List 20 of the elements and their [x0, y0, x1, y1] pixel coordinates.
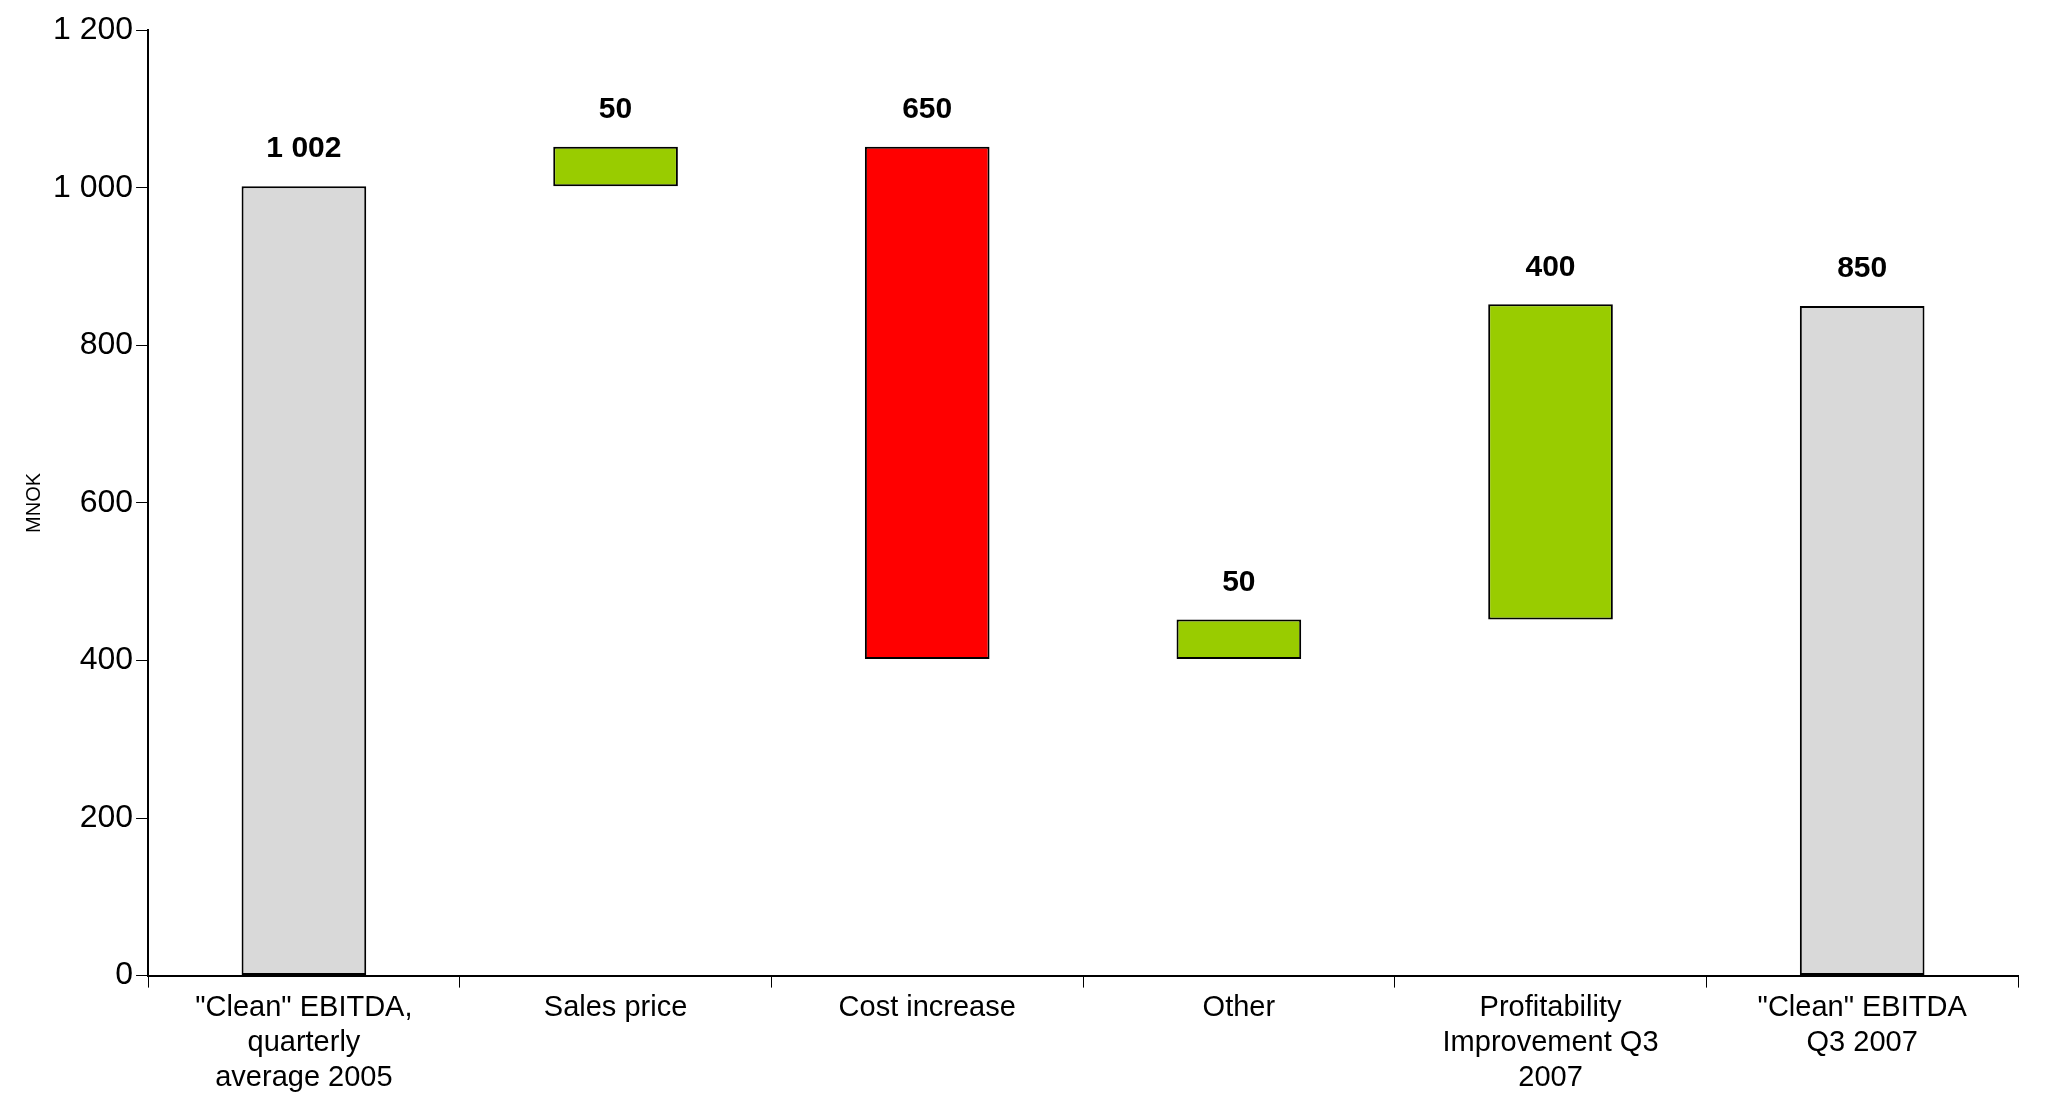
y-tick-label: 800 — [79, 325, 134, 362]
y-tick-label: 600 — [79, 482, 134, 519]
y-tick-label: 1 200 — [53, 10, 134, 47]
data-label: 650 — [902, 91, 953, 125]
x-tick-label: Sales price — [543, 990, 688, 1022]
x-tick-label: Other — [1202, 990, 1276, 1022]
x-tick-label: "Clean" EBITDA, quarterly average 2005 — [195, 990, 413, 1092]
y-tick-label: 0 — [115, 955, 134, 992]
data-label: 50 — [1222, 563, 1256, 597]
x-tick-label: Cost increase — [838, 990, 1016, 1022]
y-tick-label: 1 000 — [53, 167, 134, 204]
data-label: 50 — [598, 91, 633, 125]
y-tick-label: 400 — [79, 640, 134, 677]
x-tick-label: "Clean" EBITDA Q3 2007 — [1757, 990, 1968, 1057]
y-axis-title: MNOK — [21, 472, 44, 533]
y-tick-label: 200 — [79, 797, 134, 834]
data-label: 1 002 — [266, 130, 342, 164]
x-tick-label: Profitability Improvement Q3 2007 — [1442, 990, 1659, 1092]
data-label: 400 — [1525, 248, 1576, 282]
data-label: 850 — [1837, 250, 1888, 284]
